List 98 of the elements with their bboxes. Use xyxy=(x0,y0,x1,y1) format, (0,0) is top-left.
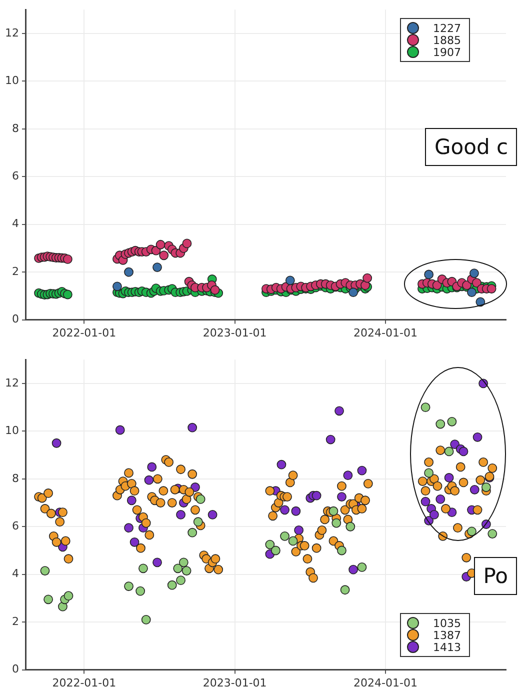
point xyxy=(188,422,198,432)
point xyxy=(176,576,186,586)
point xyxy=(124,582,134,591)
point xyxy=(340,585,350,595)
point xyxy=(182,566,192,576)
point xyxy=(276,460,286,470)
point xyxy=(167,580,177,590)
point xyxy=(176,510,186,520)
point xyxy=(193,517,203,527)
point xyxy=(334,406,344,416)
point xyxy=(294,526,304,535)
point xyxy=(285,276,295,286)
y-tick-label: 10 xyxy=(4,424,19,438)
point xyxy=(152,558,162,568)
point xyxy=(280,531,290,541)
point xyxy=(424,270,434,280)
point xyxy=(332,518,342,528)
y-tick-label: 12 xyxy=(4,26,19,40)
point xyxy=(152,262,162,272)
point xyxy=(270,546,280,556)
point xyxy=(64,591,74,601)
y-tick-label: 12 xyxy=(4,376,19,390)
point xyxy=(436,419,446,429)
point xyxy=(124,267,134,277)
point xyxy=(326,434,336,444)
point xyxy=(141,614,151,624)
point xyxy=(470,484,480,494)
point xyxy=(447,416,457,426)
point xyxy=(52,438,62,448)
point xyxy=(196,494,206,504)
point xyxy=(126,496,136,506)
y-tick-label: 4 xyxy=(12,217,19,230)
point xyxy=(136,586,146,596)
point xyxy=(343,470,353,480)
legend-label: 1035 xyxy=(433,616,461,630)
legend-label: 1413 xyxy=(433,640,461,654)
point xyxy=(144,475,154,485)
y-tick-label: 8 xyxy=(12,472,19,485)
point xyxy=(346,522,356,532)
y-tick-label: 6 xyxy=(12,519,19,532)
point xyxy=(436,494,446,504)
x-tick-label: 2022-01-01 xyxy=(52,326,116,340)
point xyxy=(44,594,53,604)
point xyxy=(124,523,134,533)
y-tick-label: 4 xyxy=(12,567,19,580)
point xyxy=(288,536,298,546)
point xyxy=(337,492,346,502)
point xyxy=(444,473,454,482)
y-tick-label: 6 xyxy=(12,169,19,182)
point xyxy=(424,468,434,478)
point xyxy=(467,526,476,536)
point xyxy=(280,505,290,515)
y-tick-label: 2 xyxy=(12,614,19,628)
point xyxy=(188,528,198,538)
point xyxy=(173,564,183,574)
legend-label: 1387 xyxy=(433,628,461,642)
point xyxy=(40,566,50,576)
point xyxy=(488,529,498,538)
legend-label: 1907 xyxy=(433,46,461,58)
y-tick-label: 0 xyxy=(12,312,19,326)
point xyxy=(265,540,275,550)
point xyxy=(147,462,157,472)
x-tick-label: 2024-01-01 xyxy=(354,676,418,690)
point xyxy=(429,510,439,520)
point xyxy=(130,537,140,547)
point xyxy=(312,490,322,500)
point xyxy=(208,510,218,520)
point xyxy=(420,402,430,412)
point xyxy=(472,432,482,442)
x-tick-label: 2023-01-01 xyxy=(202,676,267,690)
x-tick-label: 2022-01-01 xyxy=(52,676,116,690)
point xyxy=(420,496,430,506)
y-tick-label: 2 xyxy=(12,264,19,278)
point xyxy=(481,482,491,492)
legend-label: 1885 xyxy=(433,34,461,46)
point xyxy=(178,558,188,568)
point xyxy=(115,425,125,435)
point xyxy=(444,446,454,456)
point xyxy=(337,546,346,556)
point xyxy=(348,288,358,298)
annotation: Good c xyxy=(425,128,517,166)
y-tick-label: 0 xyxy=(12,662,19,676)
point xyxy=(458,446,468,456)
point xyxy=(467,288,476,298)
point xyxy=(348,564,358,574)
x-tick-label: 2023-01-01 xyxy=(202,326,267,340)
y-tick-label: 10 xyxy=(4,74,19,88)
point xyxy=(112,282,122,292)
point xyxy=(138,564,148,574)
annotation: Po xyxy=(474,557,517,595)
point xyxy=(357,562,367,572)
x-tick-label: 2024-01-01 xyxy=(354,326,418,340)
point xyxy=(328,506,338,516)
legend-label: 1227 xyxy=(433,22,461,34)
point xyxy=(357,466,367,476)
point xyxy=(470,268,479,278)
y-tick-label: 8 xyxy=(12,122,19,135)
point xyxy=(291,506,301,516)
